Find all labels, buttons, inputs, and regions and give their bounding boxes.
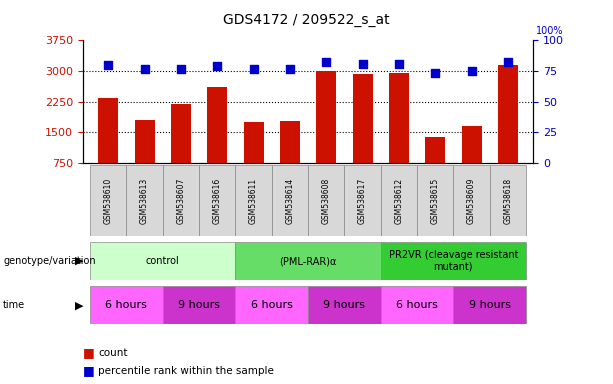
Bar — [454, 286, 526, 324]
Bar — [308, 286, 381, 324]
Bar — [90, 242, 235, 280]
Point — [430, 70, 440, 76]
Text: ■: ■ — [83, 364, 94, 377]
Bar — [352, 74, 373, 163]
Bar — [381, 165, 417, 236]
Bar — [90, 165, 126, 236]
Bar — [308, 165, 345, 236]
Text: GSM538609: GSM538609 — [467, 177, 476, 224]
Bar — [235, 242, 381, 280]
Bar — [454, 165, 490, 236]
Bar — [345, 165, 381, 236]
Text: GSM538615: GSM538615 — [431, 177, 440, 224]
Bar — [162, 165, 199, 236]
Text: control: control — [146, 256, 180, 266]
Text: GSM538618: GSM538618 — [503, 177, 512, 224]
Point — [394, 61, 404, 67]
Bar — [235, 286, 308, 324]
Text: GSM538611: GSM538611 — [249, 177, 258, 224]
Bar — [272, 165, 308, 236]
Text: 6 hours: 6 hours — [251, 300, 292, 310]
Text: ■: ■ — [83, 346, 94, 359]
Bar — [316, 71, 336, 163]
Bar — [280, 121, 300, 163]
Point — [285, 66, 295, 72]
Text: GSM538614: GSM538614 — [286, 177, 294, 224]
Point — [103, 62, 113, 68]
Text: GSM538612: GSM538612 — [394, 177, 403, 224]
Text: 6 hours: 6 hours — [105, 300, 147, 310]
Text: GDS4172 / 209522_s_at: GDS4172 / 209522_s_at — [223, 13, 390, 27]
Text: GSM538613: GSM538613 — [140, 177, 149, 224]
Bar — [134, 120, 154, 163]
Text: PR2VR (cleavage resistant
mutant): PR2VR (cleavage resistant mutant) — [389, 250, 518, 272]
Text: GSM538617: GSM538617 — [358, 177, 367, 224]
Bar — [90, 286, 162, 324]
Bar — [199, 165, 235, 236]
Text: GSM538607: GSM538607 — [177, 177, 185, 224]
Point — [357, 61, 367, 67]
Bar — [98, 98, 118, 163]
Bar — [462, 126, 482, 163]
Text: ▶: ▶ — [75, 256, 84, 266]
Text: (PML-RAR)α: (PML-RAR)α — [280, 256, 337, 266]
Point — [176, 66, 186, 72]
Bar — [126, 165, 162, 236]
Bar — [381, 286, 454, 324]
Bar — [425, 137, 445, 163]
Text: GSM538610: GSM538610 — [104, 177, 113, 224]
Text: ▶: ▶ — [75, 300, 84, 310]
Bar — [389, 73, 409, 163]
Text: 100%: 100% — [536, 26, 564, 36]
Text: 9 hours: 9 hours — [469, 300, 511, 310]
Point — [140, 66, 150, 72]
Text: percentile rank within the sample: percentile rank within the sample — [98, 366, 274, 376]
Text: genotype/variation: genotype/variation — [3, 256, 96, 266]
Point — [321, 60, 331, 66]
Bar — [498, 65, 518, 163]
Point — [503, 60, 513, 66]
Point — [212, 63, 222, 69]
Text: 9 hours: 9 hours — [324, 300, 365, 310]
Point — [249, 66, 259, 72]
Bar — [243, 122, 264, 163]
Text: GSM538616: GSM538616 — [213, 177, 222, 224]
Text: GSM538608: GSM538608 — [322, 177, 330, 224]
Point — [466, 68, 476, 74]
Bar — [162, 286, 235, 324]
Bar — [417, 165, 454, 236]
Bar — [490, 165, 526, 236]
Text: 6 hours: 6 hours — [396, 300, 438, 310]
Text: 9 hours: 9 hours — [178, 300, 220, 310]
Bar — [171, 104, 191, 163]
Text: time: time — [3, 300, 25, 310]
Bar — [381, 242, 526, 280]
Bar — [235, 165, 272, 236]
Bar — [207, 88, 227, 163]
Text: count: count — [98, 348, 128, 358]
